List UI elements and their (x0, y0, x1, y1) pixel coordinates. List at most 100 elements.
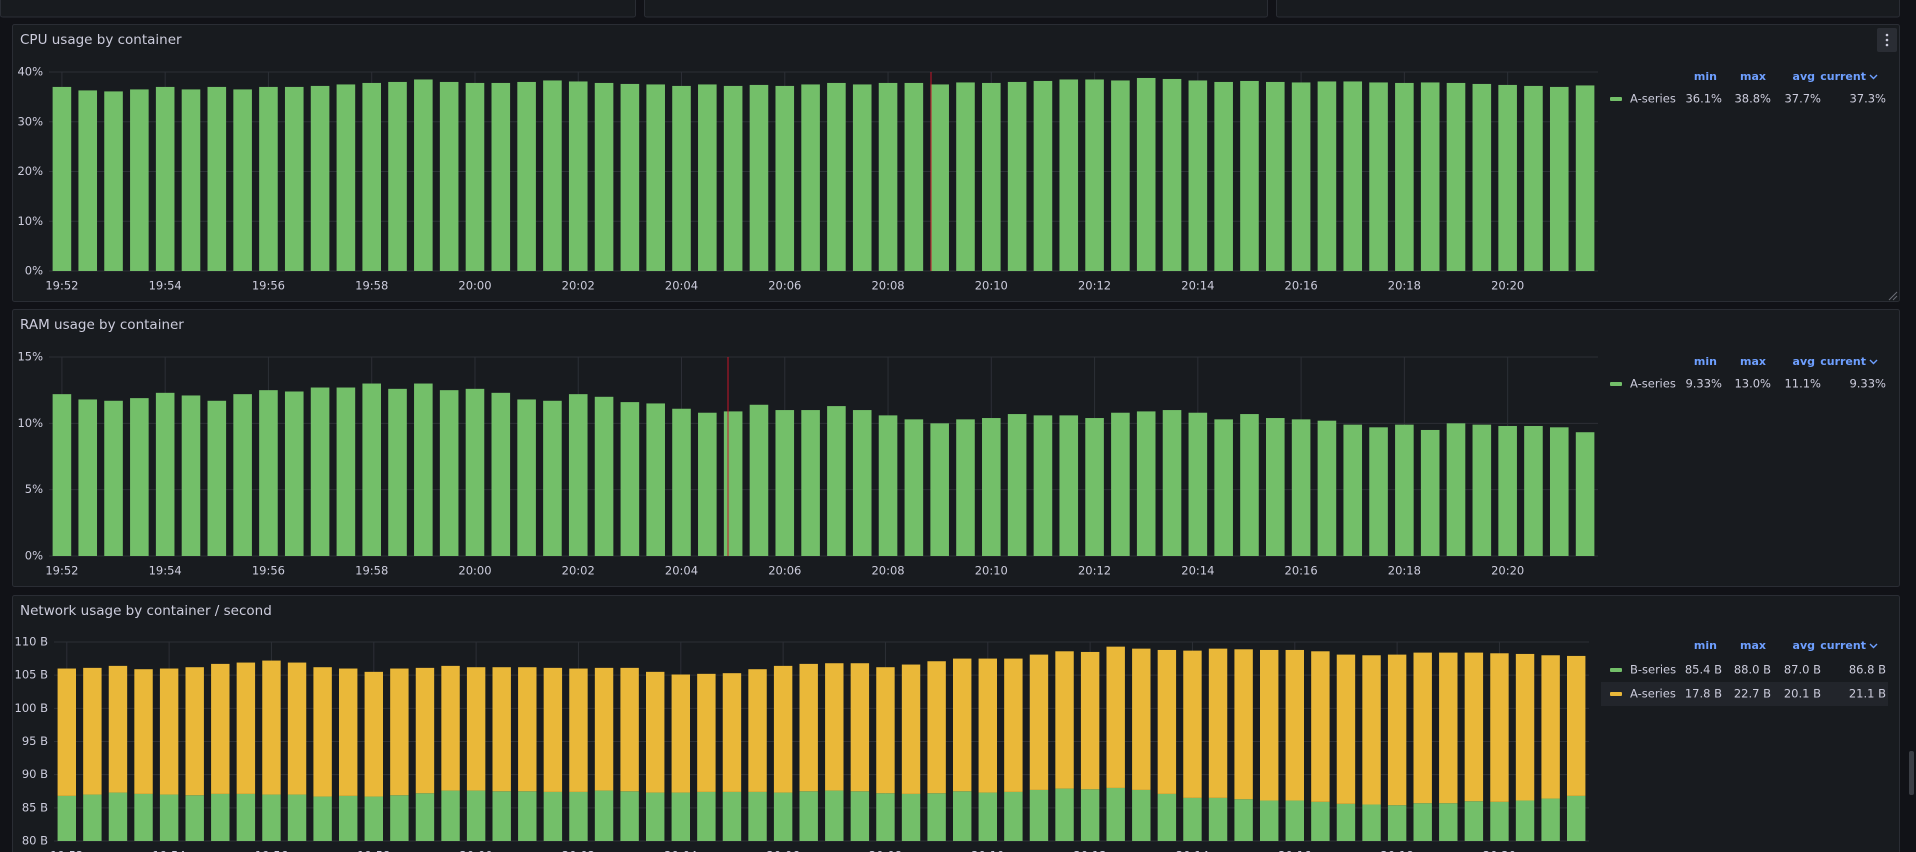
legend-label[interactable]: B-series (1630, 663, 1676, 677)
bar (1336, 803, 1356, 841)
bar (672, 408, 691, 556)
bar (982, 82, 1001, 271)
bar (362, 82, 382, 271)
x-tick-label: 20:16 (1278, 849, 1311, 852)
bar (1420, 82, 1440, 271)
x-tick-label: 19:58 (357, 849, 390, 852)
bar (620, 402, 640, 556)
legend-column-header[interactable]: current (1820, 70, 1866, 83)
bar (1132, 789, 1151, 841)
bar (1291, 419, 1311, 556)
bar (904, 419, 924, 556)
bar (1265, 81, 1285, 271)
legend-swatch[interactable] (1610, 382, 1622, 386)
bar (543, 667, 563, 792)
legend-swatch[interactable] (1610, 97, 1622, 101)
scrollbar[interactable] (1909, 751, 1914, 795)
legend-column-header[interactable]: max (1740, 639, 1766, 652)
bar (1208, 648, 1228, 798)
bar (722, 673, 742, 792)
bar (927, 661, 946, 794)
bar (1004, 658, 1023, 792)
panel-partial[interactable] (644, 0, 1268, 18)
bar (236, 793, 256, 841)
bar (1188, 80, 1208, 272)
bar (1311, 651, 1330, 802)
bar (104, 400, 123, 556)
bar (492, 667, 511, 792)
legend-row-highlight (1601, 682, 1888, 706)
legend-stat: 37.7% (1784, 92, 1821, 106)
legend-column-header[interactable]: min (1694, 639, 1717, 652)
legend-column-header[interactable]: avg (1793, 70, 1815, 83)
legend-stat: 38.8% (1734, 92, 1771, 106)
bar (646, 403, 665, 556)
x-tick-label: 19:56 (252, 279, 285, 293)
legend-column-header[interactable]: avg (1793, 355, 1815, 368)
legend-column-header[interactable]: max (1740, 355, 1766, 368)
legend-stat: 17.8 B (1685, 687, 1722, 701)
bar (1336, 654, 1356, 804)
legend-column-header[interactable]: max (1740, 70, 1766, 83)
bar (78, 90, 98, 271)
bar (78, 399, 98, 556)
resize-handle (1888, 291, 1898, 301)
legend-column-header[interactable]: current (1820, 355, 1866, 368)
x-tick-label: 20:00 (458, 279, 491, 293)
bar (543, 80, 562, 272)
bar (1080, 789, 1100, 841)
bar (1446, 423, 1466, 556)
bar (1413, 652, 1432, 804)
legend-stat: 88.0 B (1734, 663, 1771, 677)
bar (207, 400, 227, 556)
bar (1162, 410, 1182, 556)
bar (982, 418, 1001, 556)
legend-stat: 22.7 B (1734, 687, 1771, 701)
legend-swatch[interactable] (1610, 668, 1622, 672)
legend-label[interactable]: A-series (1630, 687, 1676, 701)
legend-column-header[interactable]: current (1820, 639, 1866, 652)
legend-swatch[interactable] (1610, 692, 1622, 696)
legend-label[interactable]: A-series (1630, 92, 1676, 106)
bar (1188, 412, 1208, 556)
legend-column-header[interactable]: avg (1793, 639, 1815, 652)
legend-stat: 86.8 B (1849, 663, 1886, 677)
x-tick-label: 20:04 (665, 279, 698, 293)
legend-column-header[interactable]: min (1694, 70, 1717, 83)
x-tick-label: 20:08 (869, 849, 902, 852)
bar (1157, 649, 1177, 794)
legend-label[interactable]: A-series (1630, 377, 1676, 391)
bar (723, 411, 743, 556)
bar (1566, 795, 1586, 841)
bar (827, 82, 846, 271)
y-tick-label: 15% (17, 350, 43, 364)
bar (287, 794, 307, 841)
x-tick-label: 20:02 (562, 279, 595, 293)
legend-stat: 11.1% (1784, 377, 1821, 391)
bar (878, 82, 898, 271)
bar (465, 82, 485, 271)
x-tick-label: 20:14 (1181, 564, 1214, 578)
bar (930, 423, 949, 556)
bar (1111, 412, 1130, 556)
bar (1183, 650, 1202, 798)
bar (57, 668, 77, 796)
bar (1029, 654, 1049, 790)
bar (956, 419, 975, 556)
bar (262, 794, 281, 841)
bar (1498, 425, 1517, 556)
y-tick-label: 30% (17, 114, 43, 128)
bar (211, 793, 230, 841)
bar (1162, 78, 1182, 271)
y-tick-label: 40% (17, 65, 43, 79)
legend-column-header[interactable]: min (1694, 355, 1717, 368)
bar (1214, 419, 1233, 556)
bar (388, 81, 407, 271)
panel-partial[interactable] (0, 0, 636, 18)
x-tick-label: 20:12 (1074, 849, 1107, 852)
bar (491, 392, 511, 556)
bar (336, 387, 356, 556)
bar (569, 791, 588, 841)
x-tick-label: 20:18 (1388, 279, 1421, 293)
panel-partial[interactable] (1276, 0, 1900, 18)
